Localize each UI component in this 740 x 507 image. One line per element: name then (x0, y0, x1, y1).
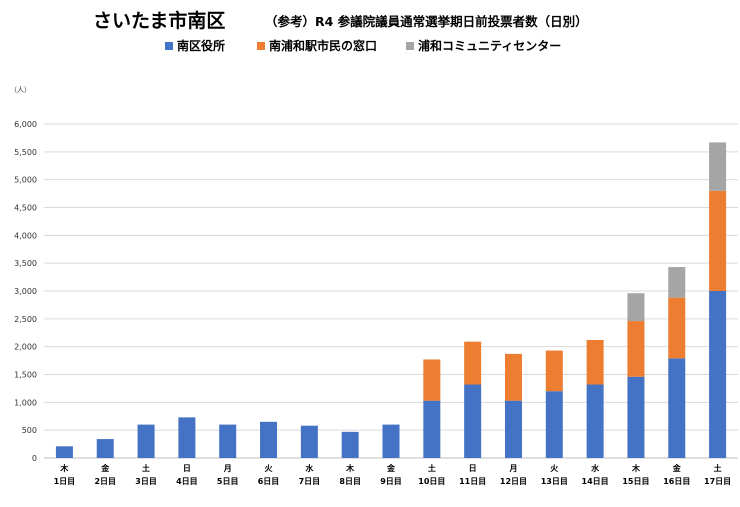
bar-segment (464, 384, 482, 458)
bar-segment (423, 400, 441, 458)
x-axis-ticks: 木 1日目 金 2日目 土 3日目 日 4日目 月 5日目 火 6日目 水 7日目 木 8日目 金 9日目 土 10日… (54, 463, 732, 486)
x-tick-weekday: 水 (304, 463, 314, 473)
bar-segment (137, 424, 155, 458)
bar-segment (219, 424, 237, 458)
x-tick-day: 13日目 (541, 477, 568, 486)
x-tick-day: 17日目 (704, 477, 731, 486)
x-tick-weekday: 月 (508, 464, 517, 473)
bar-segment (545, 391, 563, 458)
bar-segment (668, 267, 686, 298)
legend-swatch (257, 42, 265, 50)
x-tick-day: 12日目 (500, 477, 527, 486)
x-tick-day: 16日目 (663, 477, 690, 486)
legend-label: 南区役所 (177, 38, 225, 53)
bar-segment (260, 421, 278, 458)
bar-segment (423, 359, 441, 401)
x-tick-weekday: 土 (142, 463, 150, 473)
x-tick-weekday: 土 (714, 463, 722, 473)
x-tick-weekday: 水 (590, 463, 600, 473)
bar-segment (300, 425, 318, 458)
bar-segment (709, 291, 727, 458)
y-tick-label: 5,500 (14, 148, 37, 157)
y-tick-label: 6,000 (14, 120, 37, 129)
chart-subtitle: （参考）R4 参議院議員通常選挙期日前投票者数（日別） (265, 14, 588, 29)
x-tick-weekday: 火 (550, 464, 559, 473)
x-tick-day: 3日目 (135, 477, 157, 486)
y-tick-label: 500 (22, 426, 37, 435)
y-tick-label: 2,000 (14, 343, 37, 352)
bar-segment (545, 350, 563, 392)
x-tick-day: 15日目 (622, 477, 649, 486)
bar-segment (382, 424, 400, 458)
bar-segment (504, 353, 522, 401)
x-tick-weekday: 金 (386, 463, 396, 473)
bar-segment (709, 190, 727, 291)
x-tick-weekday: 日 (469, 464, 477, 473)
x-tick-day: 14日目 (582, 477, 609, 486)
legend: 南区役所 南浦和駅市民の窓口 浦和コミュニティセンター (165, 38, 561, 53)
y-tick-label: 2,500 (14, 315, 37, 324)
x-tick-weekday: 木 (631, 463, 641, 473)
x-tick-day: 4日目 (176, 477, 198, 486)
legend-swatch (165, 42, 173, 50)
y-axis-ticks: 0 500 1,000 1,500 2,000 2,500 3,000 3,500 4,000 4… (14, 120, 37, 463)
chart-title: さいたま市南区 (93, 9, 225, 32)
bar-segment (668, 297, 686, 359)
x-tick-day: 6日目 (258, 477, 280, 486)
x-tick-day: 7日目 (299, 477, 321, 486)
y-tick-label: 3,000 (14, 287, 37, 296)
y-tick-label: 5,000 (14, 176, 37, 185)
bar-segment (464, 341, 482, 385)
x-tick-day: 5日目 (217, 477, 239, 486)
bar-segment (586, 384, 604, 458)
y-tick-label: 4,500 (14, 204, 37, 213)
bar-segment (627, 376, 645, 458)
bar-segment (586, 339, 604, 385)
x-tick-weekday: 木 (345, 463, 355, 473)
x-tick-weekday: 金 (100, 463, 110, 473)
x-tick-weekday: 土 (428, 463, 436, 473)
x-tick-weekday: 月 (223, 464, 232, 473)
gridlines (44, 123, 738, 459)
bar-segment (627, 293, 645, 322)
bar-segment (55, 446, 73, 458)
x-tick-day: 10日目 (418, 477, 445, 486)
x-tick-weekday: 日 (183, 464, 191, 473)
bar-segment (627, 321, 645, 377)
x-tick-day: 2日目 (94, 477, 116, 486)
x-tick-day: 11日目 (459, 477, 486, 486)
x-tick-day: 8日目 (339, 477, 361, 486)
legend-swatch (406, 42, 414, 50)
bar-segment (96, 439, 114, 458)
y-axis-unit: （人） (10, 86, 31, 94)
legend-label: 南浦和駅市民の窓口 (269, 38, 377, 53)
legend-label: 浦和コミュニティセンター (418, 38, 561, 53)
bar-segment (668, 358, 686, 458)
bar-segment (709, 142, 727, 191)
bar-segment (341, 431, 359, 458)
x-tick-day: 1日目 (54, 477, 76, 486)
bar-segment (504, 400, 522, 458)
x-tick-weekday: 金 (672, 463, 682, 473)
y-tick-label: 3,500 (14, 259, 37, 268)
y-tick-label: 1,500 (14, 371, 37, 380)
y-tick-label: 4,000 (14, 231, 37, 240)
bar-segment (178, 417, 196, 458)
bars (55, 142, 727, 458)
y-tick-label: 0 (32, 454, 37, 463)
y-tick-label: 1,000 (14, 398, 37, 407)
x-tick-day: 9日目 (380, 477, 402, 486)
x-tick-weekday: 火 (265, 464, 274, 473)
x-tick-weekday: 木 (59, 463, 69, 473)
